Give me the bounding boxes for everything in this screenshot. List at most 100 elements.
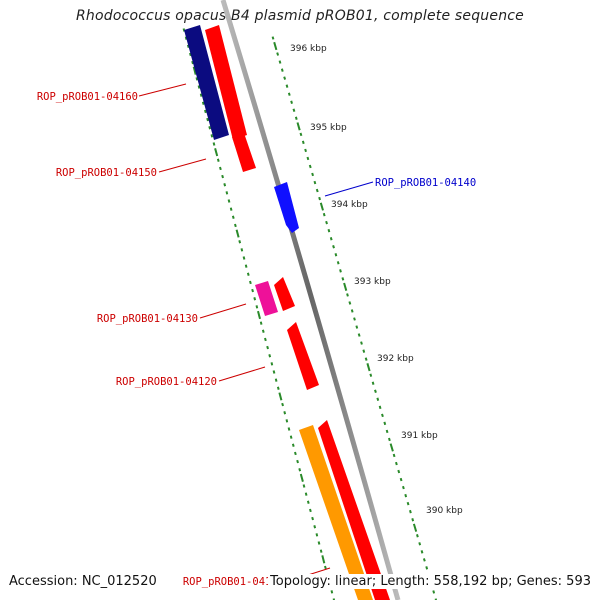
outer-scale-ruler (271, 36, 438, 600)
minor-tick (319, 549, 323, 553)
gene-label-04140[interactable]: ROP_pROB01-04140 (375, 177, 476, 189)
minor-tick (283, 411, 287, 415)
minor-tick (216, 158, 220, 162)
minor-tick (376, 397, 380, 401)
major-tick (296, 122, 301, 131)
minor-tick (301, 140, 305, 145)
minor-tick (266, 345, 269, 350)
minor-tick (348, 301, 352, 305)
minor-tick (292, 108, 296, 112)
minor-tick (189, 52, 192, 57)
minor-tick (325, 220, 328, 225)
gene-label-04160[interactable]: ROP_pROB01-04160 (37, 91, 138, 103)
scale-labels: 396 kbp 395 kbp 394 kbp 393 kbp 392 kbp … (290, 44, 463, 516)
minor-tick (324, 565, 327, 570)
minor-tick (332, 245, 335, 249)
topology-text: Topology: linear; Length: 558,192 bp; Ge… (268, 574, 591, 589)
minor-tick (409, 509, 412, 514)
minor-tick (289, 435, 293, 439)
gene-feature-pink[interactable] (255, 281, 278, 316)
minor-tick (249, 280, 252, 285)
minor-tick (287, 427, 291, 431)
gene-feature-04120[interactable] (287, 322, 319, 390)
gene-feature-04130[interactable] (274, 277, 295, 311)
gene-label-04120[interactable]: ROP_pROB01-04120 (116, 376, 217, 388)
minor-tick (315, 533, 319, 537)
minor-tick (280, 68, 284, 72)
gene-feature-04160[interactable] (205, 25, 247, 140)
sequence-backbone (220, 0, 401, 600)
minor-tick (302, 484, 306, 488)
minor-tick (294, 451, 297, 456)
scale-label-391: 391 kbp (401, 431, 438, 441)
minor-tick (374, 389, 377, 393)
minor-tick (388, 437, 391, 442)
minor-tick (184, 36, 188, 40)
minor-tick (360, 341, 363, 345)
minor-tick (238, 240, 242, 244)
minor-tick (229, 207, 233, 211)
gene-feature-navy[interactable] (184, 25, 229, 140)
minor-tick (406, 501, 410, 506)
minor-tick (223, 183, 227, 187)
minor-tick (362, 349, 366, 353)
minor-tick (397, 469, 401, 474)
minor-tick (283, 76, 287, 80)
minor-tick (290, 100, 293, 104)
gene-feature-04140[interactable] (274, 182, 299, 233)
gene-labels: ROP_pROB01-04160 ROP_pROB01-04150 ROP_pR… (37, 91, 476, 588)
minor-tick (253, 297, 257, 301)
minor-tick (330, 590, 334, 594)
gene-label-04130[interactable]: ROP_pROB01-04130 (97, 313, 198, 325)
minor-tick (334, 253, 338, 257)
minor-tick (420, 550, 424, 554)
minor-tick (318, 196, 321, 201)
major-tick (299, 473, 304, 482)
minor-tick (371, 381, 375, 385)
scale-label-395: 395 kbp (310, 123, 347, 133)
minor-tick (383, 421, 387, 426)
major-tick (343, 282, 348, 291)
scale-label-392: 392 kbp (377, 354, 414, 364)
minor-tick (210, 134, 214, 138)
minor-tick (311, 516, 314, 521)
minor-tick (392, 453, 396, 458)
minor-tick (399, 477, 403, 482)
minor-tick (313, 180, 317, 185)
minor-tick (197, 85, 201, 89)
gene-label-04150[interactable]: ROP_pROB01-04150 (56, 167, 157, 179)
minor-tick (276, 386, 280, 390)
gene-label-04110[interactable]: ROP_pROB01-04110 (183, 576, 284, 588)
minor-tick (304, 492, 308, 496)
gene-feature-orange[interactable] (299, 425, 373, 600)
major-tick (366, 363, 371, 372)
minor-tick (418, 542, 422, 546)
minor-tick (385, 429, 389, 434)
minor-tick (355, 325, 359, 329)
minor-tick (322, 212, 326, 217)
minor-tick (212, 142, 216, 146)
minor-tick (336, 261, 340, 265)
minor-tick (278, 60, 282, 64)
minor-tick (315, 188, 319, 193)
minor-tick (298, 468, 302, 472)
minor-tick (422, 558, 426, 562)
minor-tick (294, 116, 298, 120)
minor-tick (299, 132, 303, 137)
minor-tick (339, 269, 342, 273)
minor-tick (346, 293, 349, 297)
minor-tick (186, 44, 190, 48)
minor-tick (251, 288, 254, 293)
minor-tick (244, 264, 248, 268)
minor-tick (274, 378, 278, 382)
minor-tick (287, 92, 291, 96)
minor-tick (246, 272, 250, 276)
major-tick (389, 443, 394, 452)
major-tick (412, 523, 418, 532)
minor-tick (357, 333, 361, 337)
minor-tick (221, 174, 224, 179)
gene-feature-04110[interactable] (318, 420, 390, 600)
gene-feature-04150[interactable] (232, 133, 256, 172)
minor-tick (296, 459, 299, 464)
